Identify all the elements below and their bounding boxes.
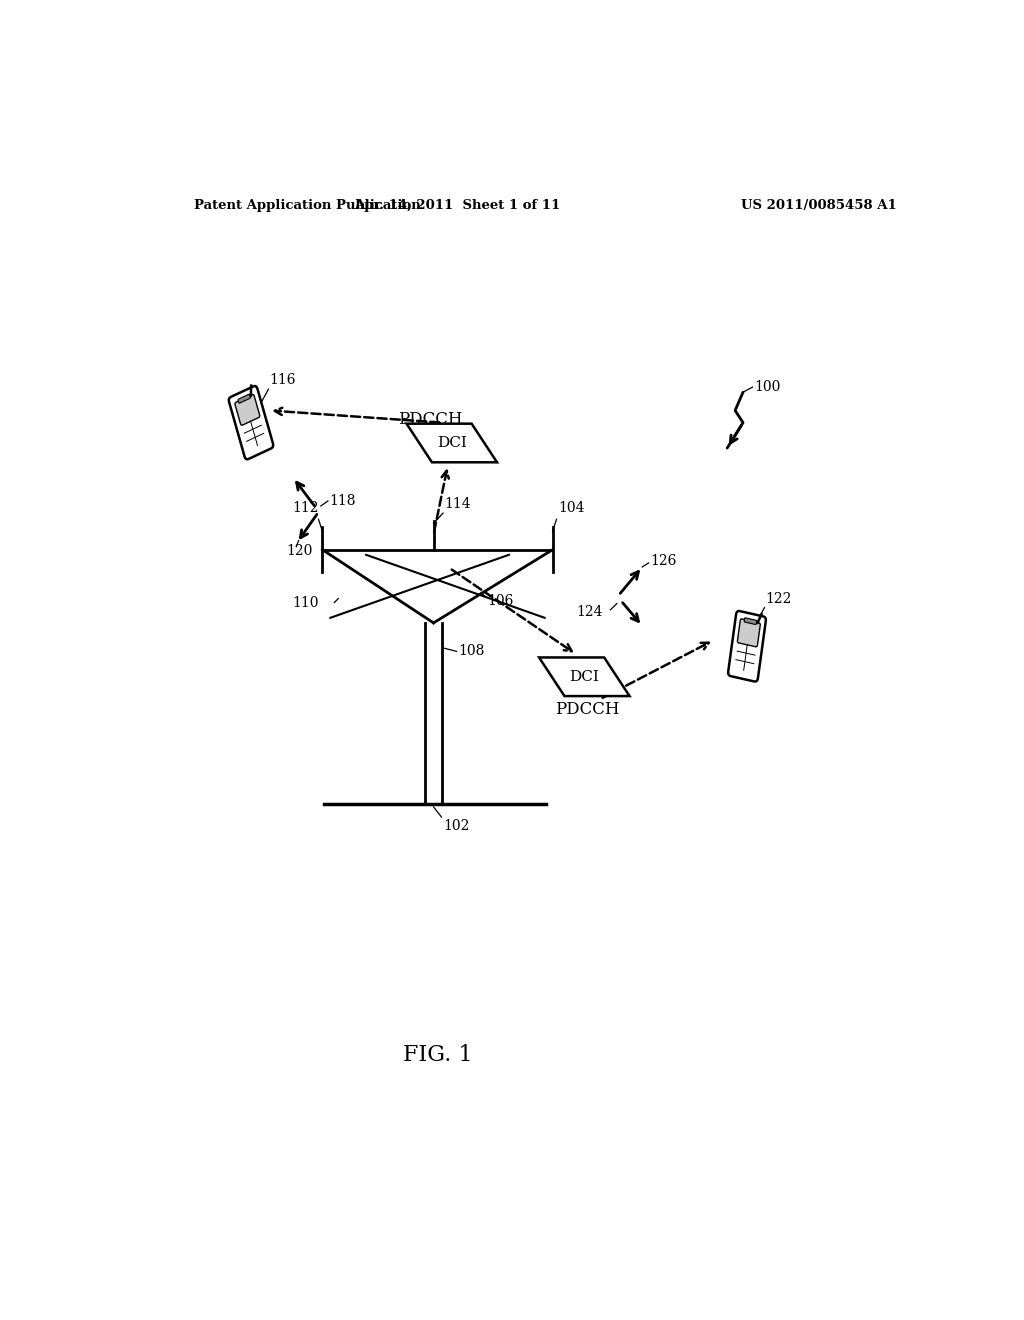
FancyBboxPatch shape [234,395,260,425]
Text: DCI: DCI [437,436,467,450]
Text: 116: 116 [269,374,296,387]
FancyBboxPatch shape [744,618,757,624]
Text: 124: 124 [577,605,602,619]
Text: US 2011/0085458 A1: US 2011/0085458 A1 [740,198,896,211]
Text: 112: 112 [292,502,318,515]
Polygon shape [539,657,630,696]
Text: 100: 100 [754,380,780,395]
Text: 118: 118 [330,494,356,508]
Text: 104: 104 [558,502,585,515]
FancyBboxPatch shape [737,619,760,647]
Text: 120: 120 [287,544,313,558]
Text: Apr. 14, 2011  Sheet 1 of 11: Apr. 14, 2011 Sheet 1 of 11 [354,198,560,211]
Text: DCI: DCI [569,669,599,684]
Polygon shape [407,424,497,462]
FancyBboxPatch shape [728,611,766,681]
Text: PDCCH: PDCCH [555,701,620,718]
FancyBboxPatch shape [238,395,250,403]
Text: 106: 106 [487,594,514,607]
Text: FIG. 1: FIG. 1 [402,1044,472,1065]
Text: 110: 110 [292,595,318,610]
Text: Patent Application Publication: Patent Application Publication [194,198,421,211]
Text: PDCCH: PDCCH [397,411,462,428]
Text: 102: 102 [443,818,469,833]
Text: 114: 114 [444,498,471,511]
FancyBboxPatch shape [228,385,273,459]
Text: 108: 108 [458,644,484,659]
Text: 122: 122 [765,591,792,606]
Text: 126: 126 [650,554,677,568]
